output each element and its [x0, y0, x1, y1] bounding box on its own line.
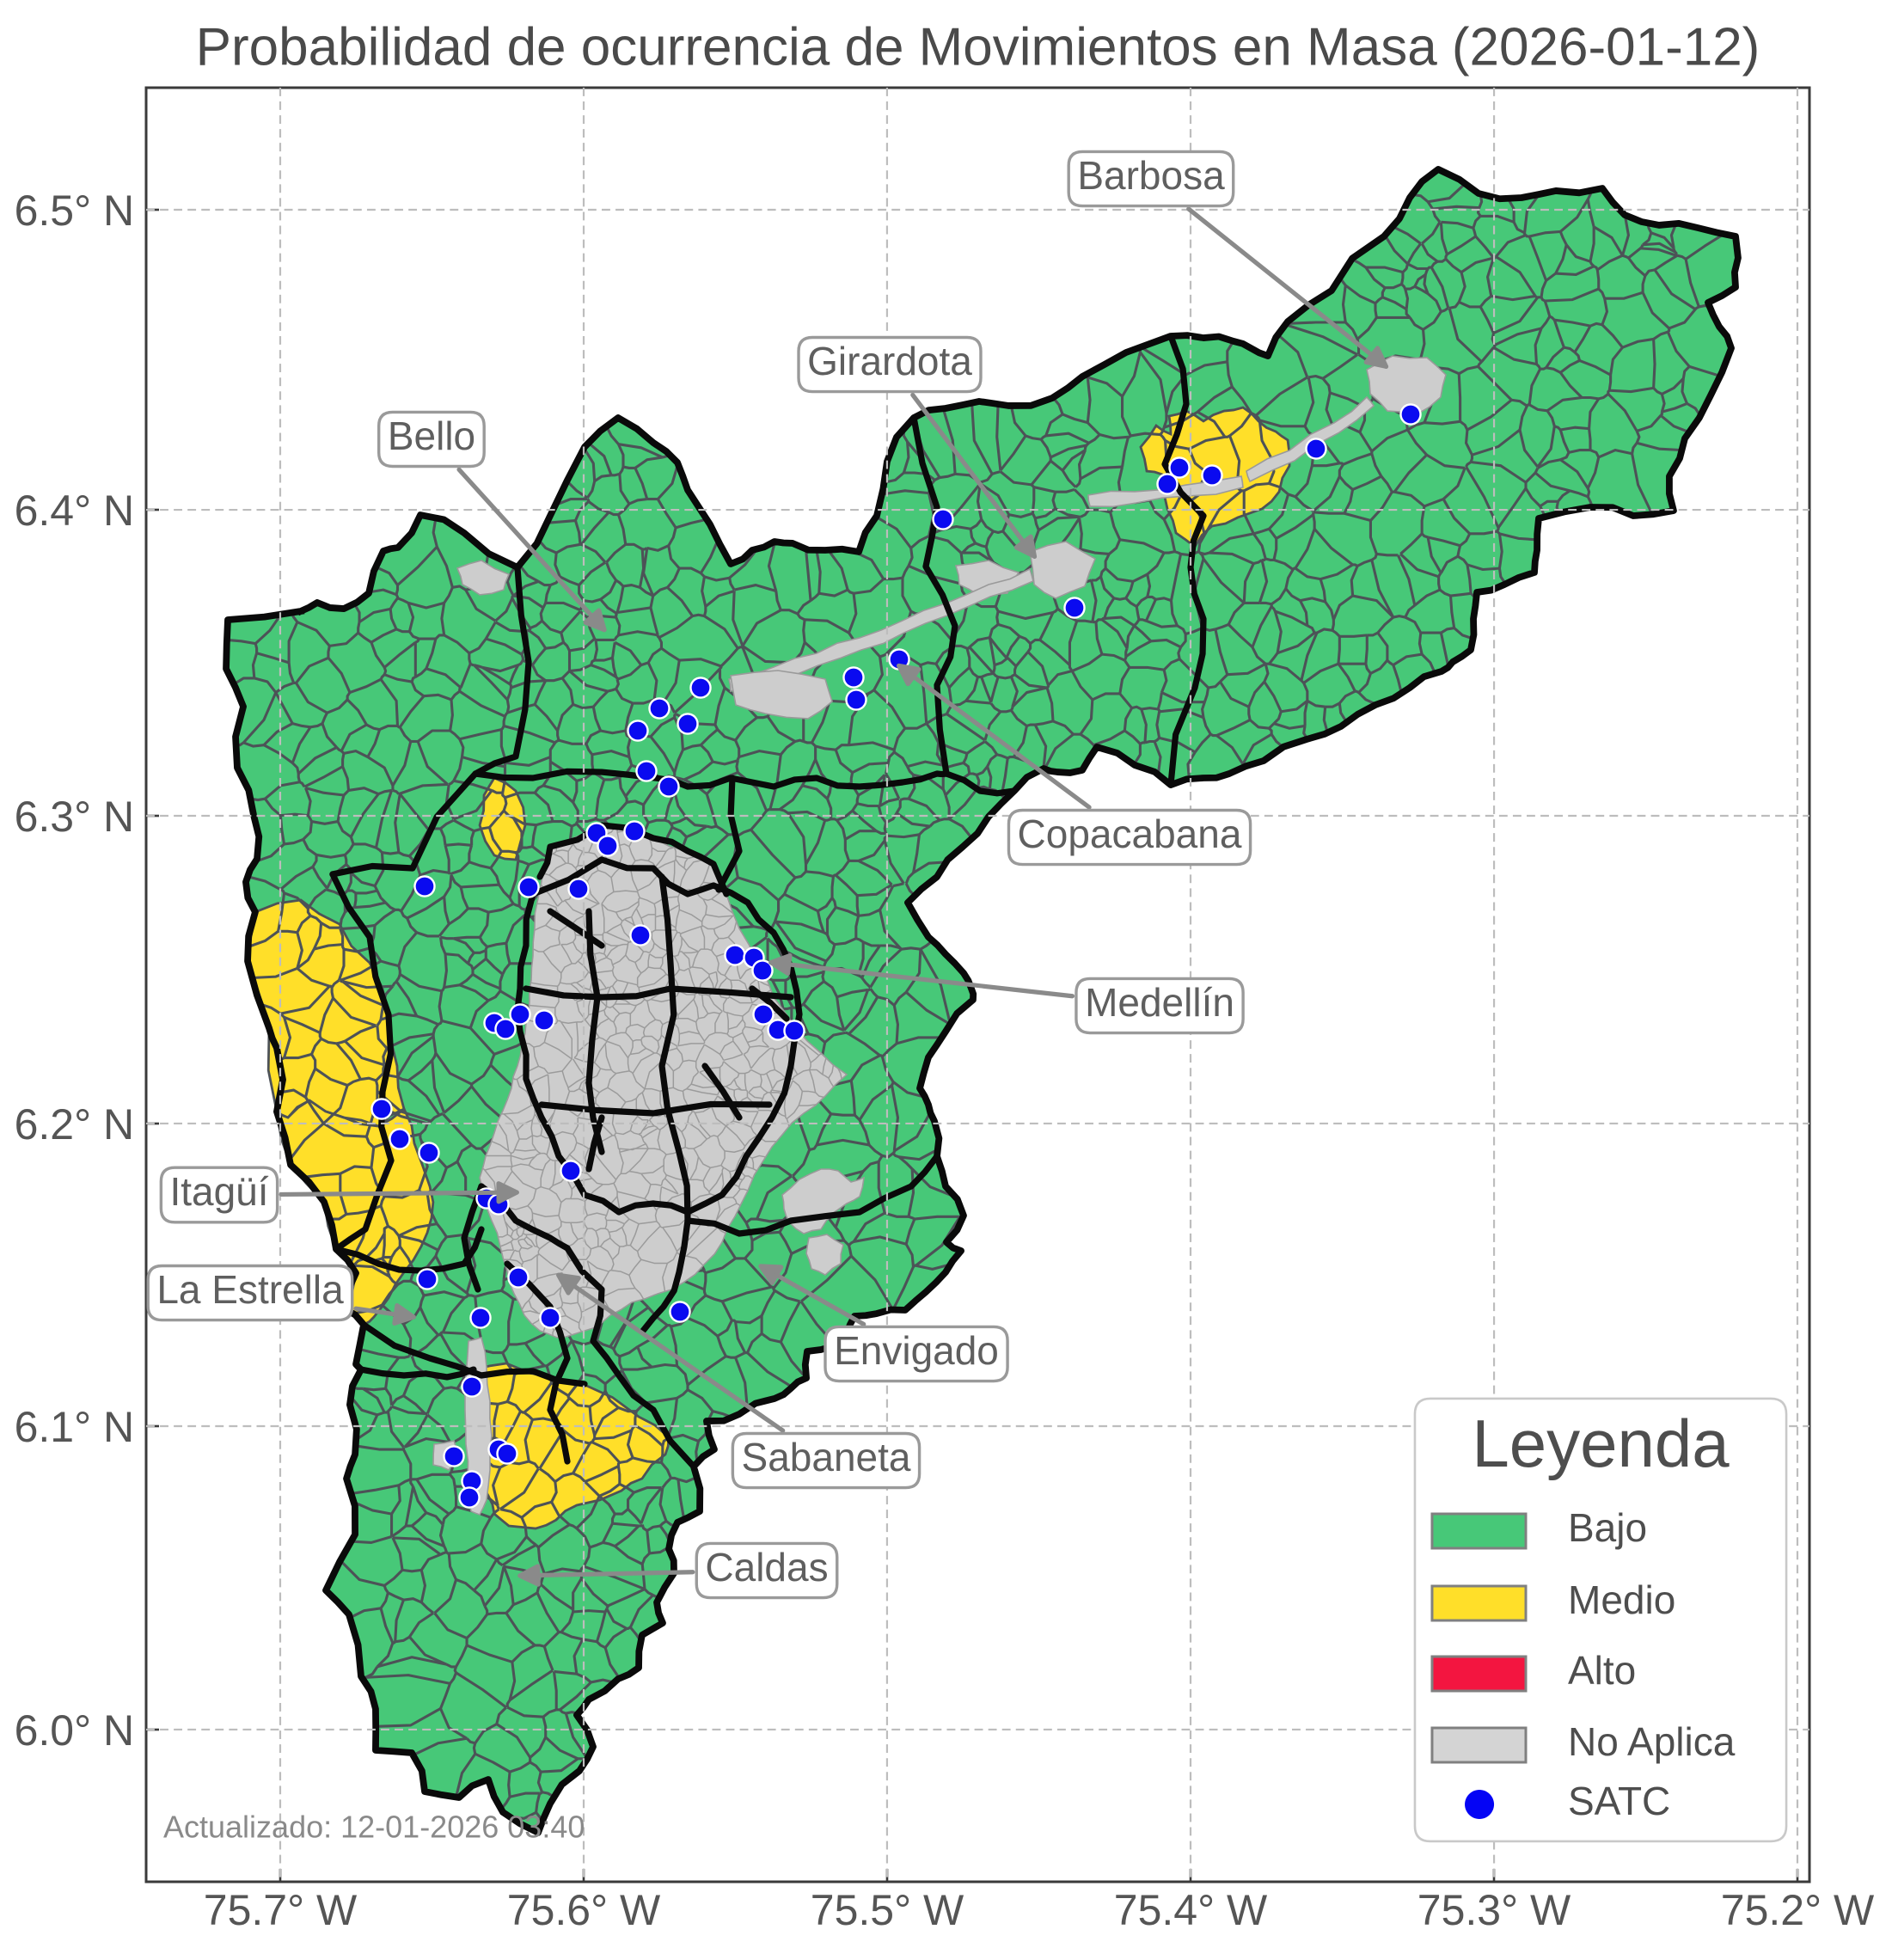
- svg-text:Alto: Alto: [1568, 1648, 1636, 1693]
- svg-text:Girardota: Girardota: [807, 339, 972, 383]
- svg-text:75.2° W: 75.2° W: [1721, 1886, 1875, 1934]
- svg-text:75.6° W: 75.6° W: [507, 1886, 661, 1934]
- svg-text:Medio: Medio: [1568, 1577, 1675, 1622]
- svg-text:6.1° N: 6.1° N: [15, 1403, 135, 1451]
- svg-text:No Aplica: No Aplica: [1568, 1719, 1736, 1764]
- svg-text:75.4° W: 75.4° W: [1114, 1886, 1268, 1934]
- svg-text:Probabilidad de ocurrencia de: Probabilidad de ocurrencia de Movimiento…: [196, 18, 1760, 77]
- svg-text:6.4° N: 6.4° N: [15, 487, 135, 535]
- svg-text:Caldas: Caldas: [705, 1545, 828, 1589]
- svg-text:75.7° W: 75.7° W: [204, 1886, 358, 1934]
- svg-text:Itagüí: Itagüí: [169, 1169, 268, 1214]
- svg-text:Bajo: Bajo: [1568, 1505, 1647, 1550]
- svg-text:Envigado: Envigado: [834, 1328, 999, 1373]
- svg-text:SATC: SATC: [1568, 1779, 1670, 1823]
- svg-text:6.3° N: 6.3° N: [15, 793, 135, 841]
- svg-text:Copacabana: Copacabana: [1018, 812, 1242, 856]
- svg-text:Barbosa: Barbosa: [1077, 153, 1225, 198]
- svg-text:Bello: Bello: [388, 413, 475, 458]
- svg-text:La Estrella: La Estrella: [156, 1267, 344, 1312]
- svg-text:Sabaneta: Sabaneta: [742, 1435, 911, 1479]
- svg-text:Leyenda: Leyenda: [1472, 1406, 1730, 1481]
- svg-text:75.5° W: 75.5° W: [811, 1886, 964, 1934]
- svg-text:6.0° N: 6.0° N: [15, 1706, 135, 1755]
- svg-text:6.5° N: 6.5° N: [15, 187, 135, 235]
- svg-text:Medellín: Medellín: [1085, 980, 1234, 1025]
- svg-text:Actualizado: 12-01-2026 03:40: Actualizado: 12-01-2026 03:40: [163, 1809, 585, 1844]
- svg-text:6.2° N: 6.2° N: [15, 1100, 135, 1148]
- svg-text:75.3° W: 75.3° W: [1417, 1886, 1571, 1934]
